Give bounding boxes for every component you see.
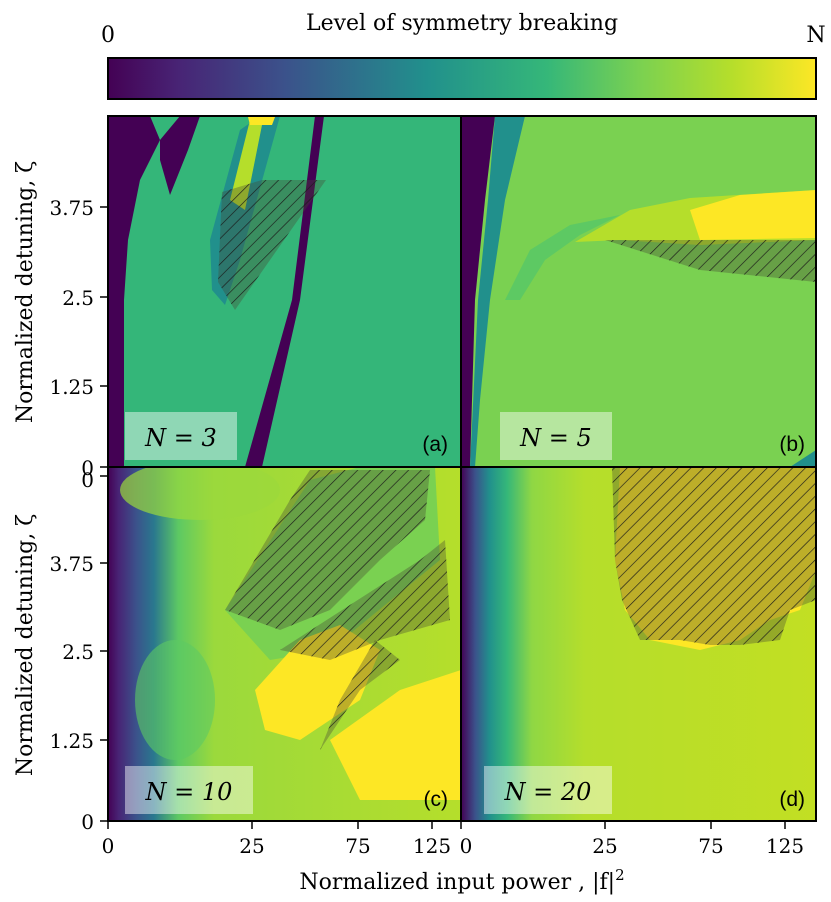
y-tick-label: 2.5 xyxy=(62,640,94,664)
y-axis-ticks-top: 3.75 2.5 1.25 0 xyxy=(49,196,108,480)
panel-b-yellow-region xyxy=(690,190,816,240)
panel-d-n-text: N = 20 xyxy=(504,778,592,806)
panel-c-hatched-region-3 xyxy=(320,640,400,750)
panel-a-n-text: N = 3 xyxy=(144,424,217,452)
panel-c-yellow-region-1 xyxy=(255,625,380,740)
panel-d-n-label: N = 20 xyxy=(484,766,612,814)
panel-b-letter: (b) xyxy=(779,433,805,456)
x-axis-label-superscript: 2 xyxy=(615,866,625,884)
y-tick-label: 0 xyxy=(81,810,94,834)
x-axis-label: Normalized input power , |f|2 xyxy=(299,866,624,895)
panel-b-dark-region xyxy=(461,116,495,467)
y-tick-label: 0 xyxy=(81,456,94,480)
colorbar-min-label: 0 xyxy=(101,23,115,48)
y-axis-ticks-bottom: 0 3.75 2.5 1.25 0 xyxy=(49,468,108,834)
panel-d-heatmap xyxy=(461,467,816,821)
panel-d-frame xyxy=(460,466,817,822)
x-tick-label: 75 xyxy=(345,834,370,858)
panel-c-hatched-region-1 xyxy=(225,470,430,630)
panel-b-green-streak xyxy=(505,215,620,300)
colorbar xyxy=(107,57,817,100)
panel-c-n-label: N = 10 xyxy=(125,766,253,814)
panel-d-hatched-region xyxy=(612,467,816,645)
panel-c-hatched-region-2 xyxy=(280,540,450,660)
panel-a-letter: (a) xyxy=(422,433,448,456)
x-axis-label-text: Normalized input power , |f| xyxy=(299,870,615,895)
panel-b-teal-band xyxy=(470,116,525,467)
y-axis-label-bottom: Normalized detuning, ζ xyxy=(13,514,38,776)
panel-b-n-label: N = 5 xyxy=(500,412,612,460)
panel-b-heatmap xyxy=(461,116,816,467)
x-tick-label: 125 xyxy=(766,834,804,858)
y-tick-label: 3.75 xyxy=(49,196,94,220)
panel-a-hatched-region xyxy=(218,180,326,310)
x-tick-label: 0 xyxy=(102,834,115,858)
colorbar-max-label: N xyxy=(806,23,825,48)
x-tick-label: 25 xyxy=(239,834,264,858)
x-tick-label: 0 xyxy=(460,834,473,858)
x-axis-ticks: 0 25 75 125 0 25 75 125 xyxy=(102,821,804,858)
panel-c-n-text: N = 10 xyxy=(145,778,233,806)
panel-a-dark-sliver xyxy=(160,116,200,195)
panel-b-n-text: N = 5 xyxy=(519,424,592,452)
y-tick-label: 2.5 xyxy=(62,286,94,310)
panel-c-yellow-region-2 xyxy=(330,670,461,800)
x-tick-label: 125 xyxy=(413,834,451,858)
y-tick-label: 1.25 xyxy=(49,729,94,753)
y-axis-label-top: Normalized detuning, ζ xyxy=(13,161,38,423)
x-tick-label: 25 xyxy=(592,834,617,858)
panel-c-heatmap xyxy=(108,467,461,821)
colorbar-title: Level of symmetry breaking xyxy=(306,11,618,36)
y-tick-label: 1.25 xyxy=(49,375,94,399)
y-tick-label: 0 xyxy=(81,468,94,492)
panel-b-hatched-region xyxy=(605,240,816,282)
panel-c-letter: (c) xyxy=(424,788,449,811)
panel-a-heatmap xyxy=(108,116,461,467)
panel-a-yellow-patch xyxy=(248,117,275,125)
panel-b-teal-corner xyxy=(790,450,816,467)
y-tick-label: 3.75 xyxy=(49,552,94,576)
panel-d-letter: (d) xyxy=(779,788,805,811)
panel-a-dark-region xyxy=(108,116,160,467)
x-tick-label: 75 xyxy=(698,834,723,858)
panel-a-n-label: N = 3 xyxy=(125,412,237,460)
